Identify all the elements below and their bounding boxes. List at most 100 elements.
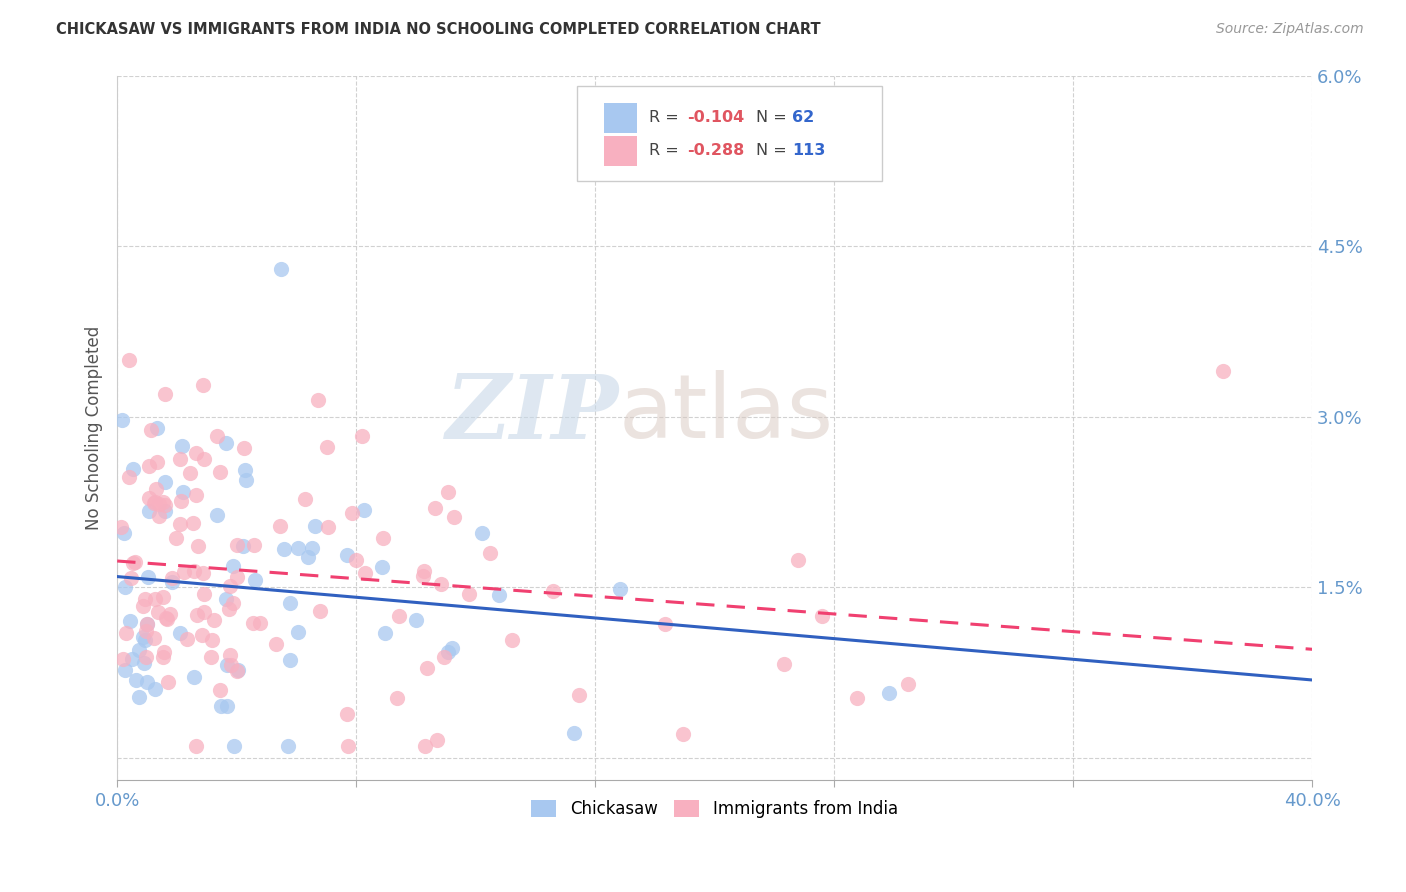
Point [120, 614, 142, 628]
Point [201, 632, 224, 647]
Point [160, 574, 183, 589]
Point [269, 519, 291, 533]
Point [145, 591, 167, 606]
Point [122, 462, 145, 476]
Point [217, 658, 239, 673]
Point [294, 491, 316, 506]
Point [145, 420, 167, 434]
Point [440, 640, 463, 655]
Point [371, 560, 394, 574]
Point [562, 725, 585, 739]
Point [193, 587, 215, 601]
Point [143, 682, 166, 697]
Point [219, 648, 242, 662]
Point [118, 470, 141, 484]
Text: CHICKASAW VS IMMIGRANTS FROM INDIA NO SCHOOLING COMPLETED CORRELATION CHART: CHICKASAW VS IMMIGRANTS FROM INDIA NO SC… [56, 22, 821, 37]
Point [134, 592, 156, 607]
Point [304, 518, 326, 533]
Point [226, 538, 249, 552]
Point [373, 531, 395, 545]
Text: N =: N = [756, 144, 793, 159]
Point [186, 446, 208, 460]
Text: N =: N = [756, 111, 793, 125]
Point [316, 440, 339, 454]
Point [169, 626, 191, 640]
Point [215, 591, 238, 606]
Point [405, 613, 427, 627]
Point [152, 650, 174, 665]
Point [124, 555, 146, 569]
Text: Source: ZipAtlas.com: Source: ZipAtlas.com [1216, 22, 1364, 37]
Point [138, 491, 160, 505]
Point [245, 573, 267, 587]
Point [232, 441, 254, 455]
Point [169, 517, 191, 532]
Point [458, 587, 481, 601]
Point [307, 392, 329, 407]
Text: R =: R = [650, 144, 683, 159]
Text: -0.104: -0.104 [688, 111, 744, 125]
Point [202, 613, 225, 627]
Point [309, 604, 332, 618]
Point [156, 612, 179, 626]
Point [136, 674, 159, 689]
Point [128, 643, 150, 657]
Point [209, 698, 232, 713]
Point [183, 670, 205, 684]
Point [385, 691, 408, 706]
Point [413, 739, 436, 754]
Point [388, 609, 411, 624]
Point [1212, 364, 1234, 378]
Point [336, 548, 359, 562]
Point [787, 553, 810, 567]
Point [242, 615, 264, 630]
Point [225, 570, 247, 584]
Point [193, 378, 215, 392]
Point [200, 650, 222, 665]
Point [136, 570, 159, 584]
Point [179, 467, 201, 481]
Point [135, 617, 157, 632]
Point [111, 652, 134, 666]
Point [193, 566, 215, 580]
Point [155, 498, 177, 512]
Point [436, 645, 458, 659]
Point [143, 495, 166, 509]
Text: 62: 62 [793, 111, 814, 125]
Point [187, 539, 209, 553]
Bar [603, 103, 637, 133]
Point [114, 663, 136, 677]
Point [114, 580, 136, 594]
Point [156, 674, 179, 689]
Point [243, 538, 266, 552]
Point [160, 572, 183, 586]
Point [183, 565, 205, 579]
Point [143, 631, 166, 645]
Point [287, 541, 309, 555]
Point [488, 588, 510, 602]
Point [222, 596, 245, 610]
Point [353, 503, 375, 517]
Point [135, 624, 157, 639]
Point [897, 676, 920, 690]
Point [412, 564, 434, 578]
Point [110, 413, 132, 427]
Point [152, 495, 174, 509]
Point [287, 624, 309, 639]
Point [426, 732, 449, 747]
Point [471, 525, 494, 540]
Point [145, 455, 167, 469]
Text: -0.288: -0.288 [688, 144, 744, 159]
Point [209, 465, 232, 479]
Bar [603, 136, 637, 166]
Point [433, 649, 456, 664]
Point [264, 637, 287, 651]
Point [141, 423, 163, 437]
Point [297, 549, 319, 564]
Point [135, 617, 157, 632]
Point [205, 429, 228, 443]
Point [152, 590, 174, 604]
Point [344, 553, 367, 567]
Point [170, 440, 193, 454]
Point [337, 739, 360, 754]
